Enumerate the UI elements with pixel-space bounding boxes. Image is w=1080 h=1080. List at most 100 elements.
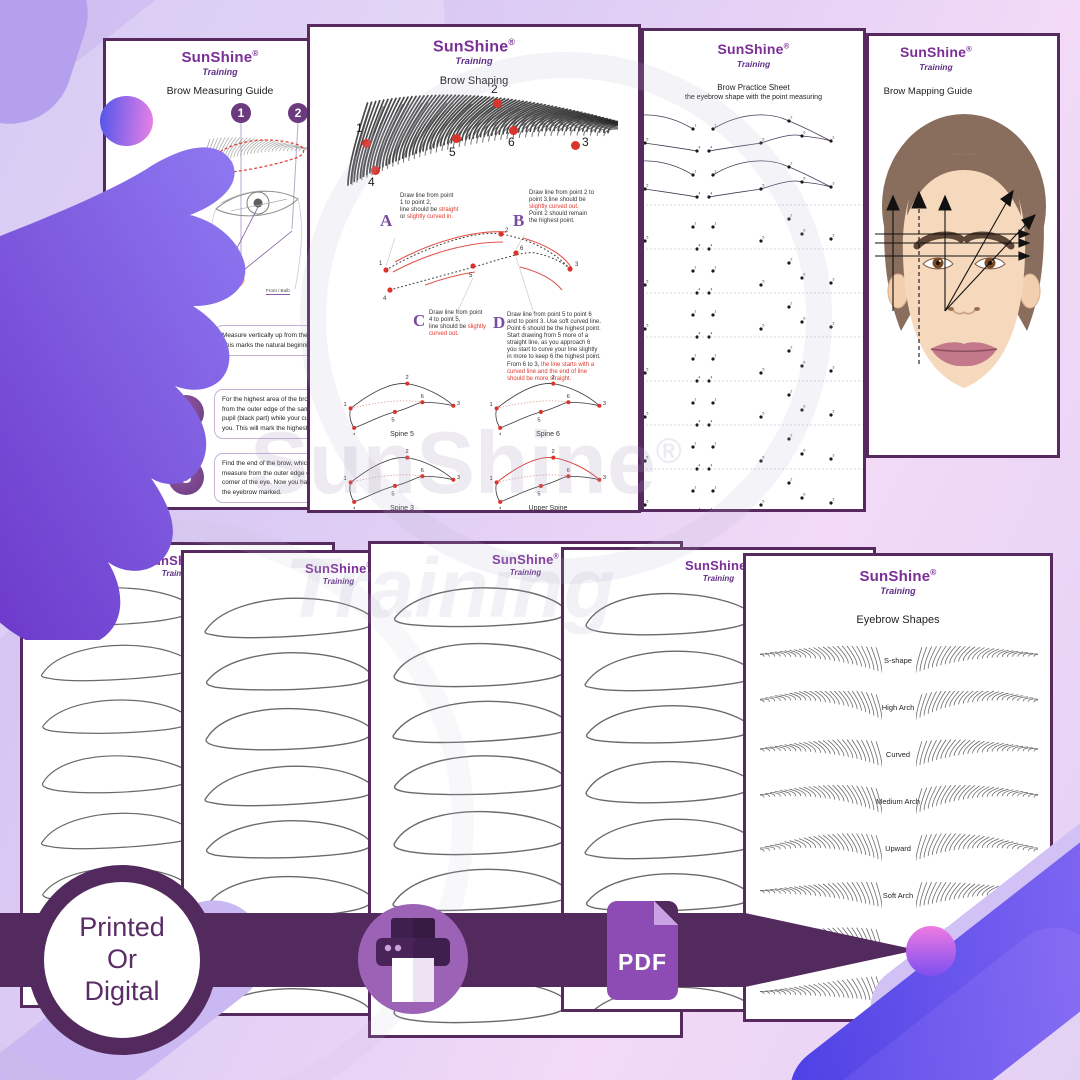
svg-text:3: 3 (832, 366, 834, 370)
svg-text:2: 2 (790, 434, 792, 438)
svg-text:2: 2 (790, 258, 792, 262)
svg-text:3: 3 (832, 278, 834, 282)
svg-text:6: 6 (803, 449, 805, 453)
svg-text:1: 1 (344, 402, 347, 408)
page-tagline: Training (455, 56, 493, 67)
svg-text:2: 2 (406, 449, 409, 455)
svg-text:1: 1 (694, 266, 696, 270)
spine-diagram: 1 2 3 4 5 6 (490, 449, 607, 509)
brow-point-number: 3 (582, 135, 589, 149)
spine-label: Spine 5 (390, 431, 414, 438)
brow-point-number: 6 (508, 135, 515, 149)
svg-text:6: 6 (803, 273, 805, 277)
svg-text:5: 5 (762, 236, 764, 240)
page-tagline: Training (880, 586, 916, 596)
brow-point (362, 139, 371, 148)
section-note-a: Draw line from point 1 to point 2, line … (400, 193, 459, 221)
svg-text:4: 4 (710, 464, 712, 468)
section-letter-b: B (513, 211, 525, 230)
svg-text:1: 1 (694, 354, 696, 358)
brow-point-number: 2 (491, 82, 498, 96)
gradient-circle-decoration (100, 96, 153, 146)
arrow-tip-circle (906, 926, 956, 976)
page-title-brand: SunShine® (181, 49, 259, 66)
page-tagline: Training (202, 67, 238, 77)
diagram-caption: Front / Bulb (266, 288, 290, 295)
printed-or-digital-badge: Printed Or Digital (27, 865, 217, 1055)
svg-text:1: 1 (694, 310, 696, 314)
svg-text:1: 1 (714, 310, 716, 314)
svg-text:6: 6 (803, 177, 805, 181)
svg-text:6: 6 (567, 468, 570, 474)
svg-text:4: 4 (698, 508, 700, 512)
svg-text:5: 5 (762, 456, 764, 460)
spine-diagram: 1 2 3 4 5 6 (490, 375, 607, 435)
page-title: Brow Practice Sheet (717, 83, 790, 92)
svg-text:2: 2 (295, 106, 302, 120)
svg-text:3: 3 (832, 322, 834, 326)
section-note-b: Draw line from point 2 to point 3,line s… (529, 190, 595, 225)
page-tagline: Training (509, 568, 542, 577)
svg-text:6: 6 (803, 405, 805, 409)
shaping-outline-diagram: 1 4 5 2 6 3 (379, 228, 579, 318)
svg-text:6: 6 (421, 394, 424, 400)
banner-arrow-head (745, 913, 917, 987)
svg-text:3: 3 (832, 182, 834, 186)
brow-point-number: 5 (449, 145, 456, 159)
svg-text:4: 4 (698, 146, 700, 150)
brow-point (493, 99, 502, 108)
svg-text:5: 5 (762, 280, 764, 284)
brow-point-number: 4 (368, 175, 375, 189)
page-title-brand: SunShine® (491, 552, 560, 567)
badge-line: Printed (79, 912, 165, 943)
page-title: Brow Measuring Guide (166, 85, 274, 97)
svg-text:6: 6 (803, 131, 805, 135)
svg-text:1: 1 (714, 124, 716, 128)
svg-text:4: 4 (498, 507, 502, 509)
svg-text:5: 5 (646, 236, 648, 240)
svg-text:4: 4 (698, 420, 700, 424)
svg-text:5: 5 (646, 184, 648, 188)
pdf-icon: PDF (607, 901, 678, 1000)
svg-text:2: 2 (505, 228, 509, 234)
svg-text:5: 5 (762, 500, 764, 504)
printer-icon (358, 904, 468, 1014)
svg-text:1: 1 (694, 124, 696, 128)
spine-diagram: 1 2 3 4 5 6 (344, 375, 461, 435)
badge-line: Digital (84, 975, 160, 1006)
page-title: Eyebrow Shapes (856, 614, 940, 626)
svg-text:2: 2 (790, 302, 792, 306)
svg-text:3: 3 (832, 498, 834, 502)
svg-text:1: 1 (238, 106, 245, 120)
brow-point (571, 141, 580, 150)
brow-photo-diagram (347, 94, 618, 186)
pdf-label: PDF (618, 949, 667, 975)
pdf-fold (654, 901, 678, 925)
svg-text:4: 4 (698, 332, 700, 336)
svg-text:4: 4 (383, 296, 387, 302)
svg-text:6: 6 (803, 361, 805, 365)
svg-text:3: 3 (832, 454, 834, 458)
section-note-d: Draw line from point 5 to point 6 and to… (507, 312, 602, 382)
svg-text:2: 2 (790, 390, 792, 394)
svg-text:4: 4 (352, 507, 356, 509)
page-tagline: Training (702, 574, 735, 583)
shape-label: Medium Arch (876, 797, 920, 806)
svg-text:4: 4 (698, 244, 700, 248)
spine-label: Upper Spine (528, 505, 568, 512)
svg-text:3: 3 (832, 136, 834, 140)
page-tagline: Training (736, 59, 771, 69)
svg-text:3: 3 (832, 410, 834, 414)
page-brow-practice: SunShine® Training Brow Practice Sheet t… (641, 28, 866, 512)
svg-text:4: 4 (710, 420, 712, 424)
svg-text:1: 1 (694, 398, 696, 402)
svg-text:5: 5 (762, 184, 764, 188)
svg-text:2: 2 (790, 162, 792, 166)
svg-text:3: 3 (575, 262, 579, 268)
svg-text:4: 4 (710, 146, 712, 150)
brow-point-number: 1 (356, 121, 363, 135)
section-letter-a: A (380, 211, 393, 230)
shape-label: S-shape (884, 656, 912, 665)
svg-text:1: 1 (694, 486, 696, 490)
